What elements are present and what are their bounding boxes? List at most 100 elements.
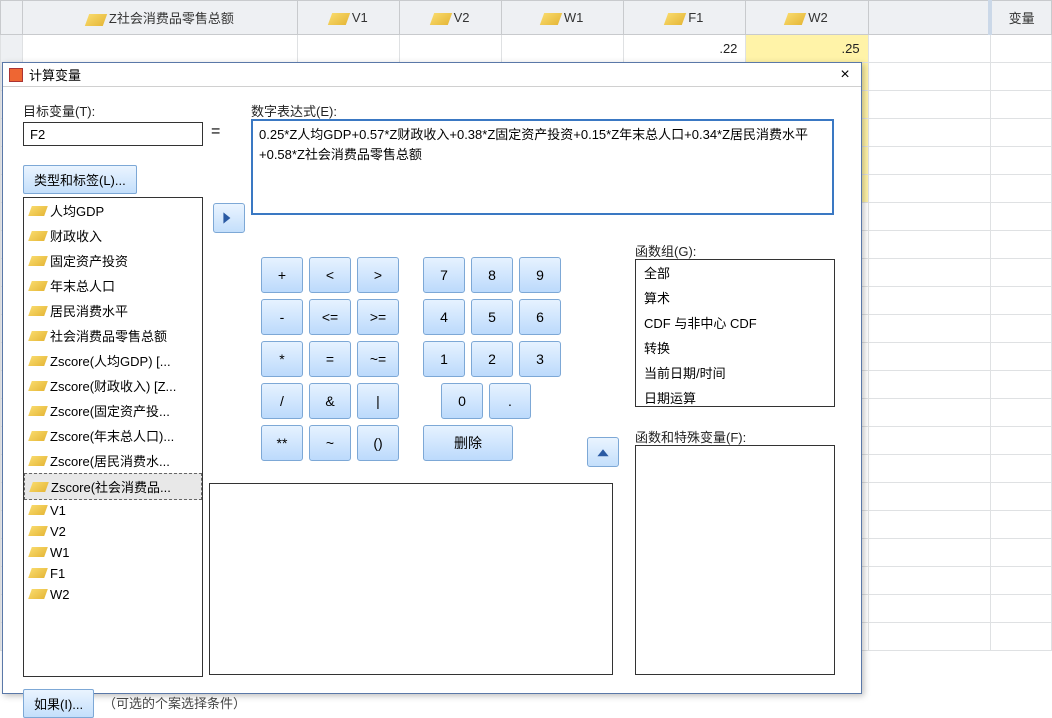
variable-list-item[interactable]: 社会消费品零售总额 — [24, 323, 202, 348]
keypad-key[interactable]: 2 — [471, 341, 513, 377]
variable-list-item[interactable]: 年末总人口 — [24, 273, 202, 298]
keypad-key[interactable]: - — [261, 299, 303, 335]
function-group-item[interactable]: 算术 — [636, 285, 834, 310]
variable-list-item[interactable]: V2 — [24, 521, 202, 542]
dialog-title: 计算变量 — [29, 65, 835, 84]
ruler-icon — [28, 589, 48, 599]
keypad-key[interactable]: > — [357, 257, 399, 293]
function-group-list[interactable]: 全部算术CDF 与非中心 CDF转换当前日期/时间日期运算日期创建 — [635, 259, 835, 407]
variable-list-item[interactable]: Zscore(年末总人口)... — [24, 423, 202, 448]
col-head: W1 — [564, 10, 584, 25]
arrow-up-icon — [596, 445, 610, 459]
ruler-icon — [28, 356, 48, 366]
expression-label: 数字表达式(E): — [251, 101, 337, 120]
keypad-key[interactable]: <= — [309, 299, 351, 335]
keypad-key[interactable]: >= — [357, 299, 399, 335]
function-group-item[interactable]: 转换 — [636, 335, 834, 360]
ruler-icon — [28, 331, 48, 341]
keypad-key[interactable]: = — [309, 341, 351, 377]
variable-list-item[interactable]: Zscore(人均GDP) [... — [24, 348, 202, 373]
variable-list-item[interactable]: 人均GDP — [24, 198, 202, 223]
if-condition-button[interactable]: 如果(I)... — [23, 689, 94, 718]
keypad-key[interactable]: . — [489, 383, 531, 419]
variable-list-item[interactable]: Zscore(财政收入) [Z... — [24, 373, 202, 398]
ruler-icon — [28, 206, 48, 216]
ruler-icon — [28, 406, 48, 416]
variable-list-item[interactable]: 财政收入 — [24, 223, 202, 248]
keypad-key[interactable]: ~ — [309, 425, 351, 461]
numeric-expression-input[interactable] — [251, 119, 834, 215]
ruler-icon — [28, 568, 48, 578]
keypad-key[interactable]: 1 — [423, 341, 465, 377]
keypad-key[interactable]: 8 — [471, 257, 513, 293]
function-group-item[interactable]: CDF 与非中心 CDF — [636, 310, 834, 335]
functions-and-vars-list[interactable] — [635, 445, 835, 675]
col-head: W2 — [808, 10, 828, 25]
ruler-icon — [28, 306, 48, 316]
col-head: V2 — [454, 10, 470, 25]
type-and-label-button[interactable]: 类型和标签(L)... — [23, 165, 137, 194]
keypad-key[interactable]: 9 — [519, 257, 561, 293]
variable-list-item[interactable]: Zscore(固定资产投... — [24, 398, 202, 423]
keypad-key[interactable]: 7 — [423, 257, 465, 293]
target-variable-input[interactable] — [23, 122, 203, 146]
variable-list-item[interactable]: Zscore(居民消费水... — [24, 448, 202, 473]
variable-list-item[interactable]: W2 — [24, 584, 202, 605]
ruler-icon — [28, 456, 48, 466]
keypad-key[interactable]: 3 — [519, 341, 561, 377]
dialog-titlebar: 计算变量 × — [3, 63, 861, 87]
move-to-expression-button[interactable] — [213, 203, 245, 233]
app-icon — [9, 68, 23, 82]
ruler-icon — [29, 482, 49, 492]
ruler-icon — [28, 431, 48, 441]
ruler-icon — [28, 256, 48, 266]
variable-list-item[interactable]: 固定资产投资 — [24, 248, 202, 273]
description-box — [209, 483, 613, 675]
equals-sign: = — [211, 123, 220, 141]
column-header-row: Z社会消费品零售总额 V1 V2 W1 F1 W2 变量 — [1, 1, 1052, 35]
keypad-key[interactable]: 6 — [519, 299, 561, 335]
variable-list-item[interactable]: V1 — [24, 500, 202, 521]
ruler-icon — [28, 381, 48, 391]
keypad-delete-button[interactable]: 删除 — [423, 425, 513, 461]
function-group-label: 函数组(G): — [635, 241, 696, 260]
keypad-key[interactable]: ~= — [357, 341, 399, 377]
ruler-icon — [28, 505, 48, 515]
keypad-key[interactable]: 5 — [471, 299, 513, 335]
variable-list-item[interactable]: 居民消费水平 — [24, 298, 202, 323]
insert-function-button[interactable] — [587, 437, 619, 467]
variable-list-item[interactable]: F1 — [24, 563, 202, 584]
keypad-key[interactable]: () — [357, 425, 399, 461]
col-head: Z社会消费品零售总额 — [109, 11, 234, 26]
variable-list[interactable]: 人均GDP财政收入固定资产投资年末总人口居民消费水平社会消费品零售总额Zscor… — [23, 197, 203, 677]
functions-and-vars-label: 函数和特殊变量(F): — [635, 427, 746, 446]
keypad-key[interactable]: 0 — [441, 383, 483, 419]
keypad-key[interactable]: ** — [261, 425, 303, 461]
calculator-keypad: +<>789 -<=>= 456 *=~= 123 /&| 0. **~() 删除 — [261, 257, 573, 467]
keypad-key[interactable]: 4 — [423, 299, 465, 335]
variable-list-item[interactable]: Zscore(社会消费品... — [24, 473, 202, 500]
ruler-icon — [28, 526, 48, 536]
keypad-key[interactable]: < — [309, 257, 351, 293]
ruler-icon — [28, 231, 48, 241]
variable-list-item[interactable]: W1 — [24, 542, 202, 563]
ruler-icon — [28, 281, 48, 291]
close-icon[interactable]: × — [835, 66, 855, 84]
target-variable-label: 目标变量(T): — [23, 101, 841, 120]
col-head: F1 — [688, 10, 703, 25]
keypad-key[interactable]: / — [261, 383, 303, 419]
keypad-key[interactable]: * — [261, 341, 303, 377]
arrow-right-icon — [222, 211, 236, 225]
function-group-item[interactable]: 当前日期/时间 — [636, 360, 834, 385]
compute-variable-dialog: 计算变量 × 目标变量(T): = 数字表达式(E): 类型和标签(L)... … — [2, 62, 862, 694]
keypad-key[interactable]: | — [357, 383, 399, 419]
table-row: .22.25 — [1, 35, 1052, 63]
variable-view-tab[interactable]: 变量 — [990, 1, 1051, 35]
if-condition-description: （可选的个案选择条件） — [103, 693, 246, 712]
keypad-key[interactable]: + — [261, 257, 303, 293]
col-head: V1 — [352, 10, 368, 25]
ruler-icon — [28, 547, 48, 557]
keypad-key[interactable]: & — [309, 383, 351, 419]
function-group-item[interactable]: 日期运算 — [636, 385, 834, 407]
function-group-item[interactable]: 全部 — [636, 260, 834, 285]
